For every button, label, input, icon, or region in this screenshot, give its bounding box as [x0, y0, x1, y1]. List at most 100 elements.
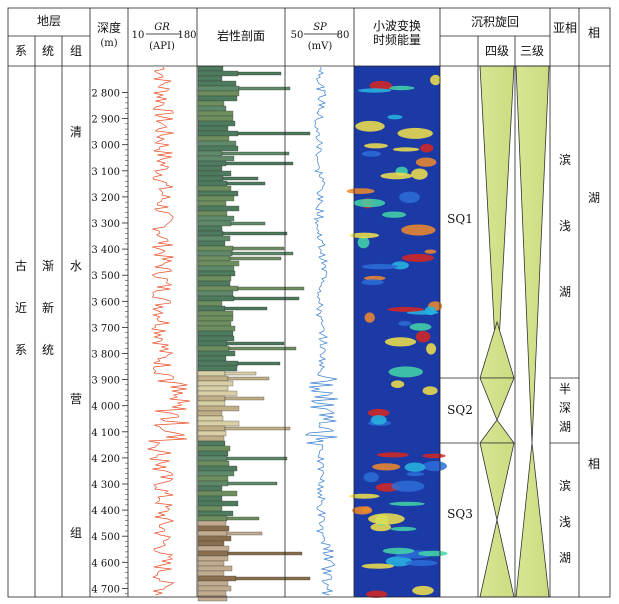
lithology-layer — [197, 505, 223, 512]
lithology-layer — [197, 470, 235, 477]
lithology-layer — [197, 415, 224, 422]
wavelet-energy-blob — [392, 147, 420, 152]
lithology-layer — [197, 530, 228, 537]
wavelet-energy-blob — [418, 550, 448, 557]
lithology-layer — [197, 460, 230, 467]
wavelet-energy-blob — [363, 275, 386, 281]
lithology-layer — [197, 525, 230, 532]
lithology-layer — [197, 145, 239, 152]
wavelet-energy-blob — [361, 563, 394, 569]
lithology-layer — [197, 175, 224, 182]
sp-log-curve — [304, 66, 338, 596]
wavelet-energy-blob — [357, 236, 370, 249]
wavelet-energy-blob — [405, 560, 438, 566]
lithology-layer — [197, 110, 234, 117]
sq3-wedge-a — [479, 442, 515, 521]
header-series: 统 — [42, 44, 54, 58]
lithology-layer — [197, 480, 229, 487]
lithology-layer — [197, 455, 228, 462]
lithology-layer — [197, 310, 234, 317]
lithology-layer — [197, 80, 237, 87]
header-fourth-order: 四级 — [485, 44, 509, 58]
wavelet-energy-blob — [367, 408, 390, 417]
wavelet-energy-blob — [346, 188, 375, 195]
lithology-layer — [197, 65, 224, 72]
lithology-layer — [197, 265, 235, 272]
lithology-layer — [197, 300, 223, 307]
sq1-transgressive-wedge — [479, 320, 515, 379]
lithology-layer — [197, 95, 238, 102]
lithology-layer — [197, 445, 231, 452]
lithology-bed — [232, 246, 285, 251]
formation-char-3: 营 — [70, 392, 82, 406]
header-depth: 深度 — [97, 20, 121, 35]
lithology-layer — [197, 245, 234, 252]
lithology-layer — [197, 590, 227, 597]
wavelet-energy-blob — [391, 380, 405, 389]
wavelet-energy-blob — [415, 157, 437, 167]
depth-tick-label: 3 100 — [91, 167, 120, 178]
lithology-layer — [197, 535, 232, 542]
lithology-layer — [197, 200, 227, 207]
wavelet-energy-blob — [355, 120, 385, 132]
lithology-layer — [197, 170, 232, 177]
depth-tick-label: 4 300 — [91, 480, 120, 491]
lithology-layer — [197, 90, 240, 97]
wavelet-energy-blob — [387, 306, 424, 312]
lithology-bed — [237, 361, 281, 366]
formation-char-1: 清 — [70, 125, 82, 139]
sequence-sq1: SQ1 — [447, 212, 473, 226]
lithology-layer — [197, 580, 229, 587]
facies-char-1: 湖 — [588, 190, 600, 205]
lithology-bed — [225, 161, 294, 166]
wavelet-energy-blob — [422, 461, 447, 472]
gr-label: GR — [154, 22, 170, 33]
lithology-layer — [197, 215, 235, 222]
sp-max: 80 — [337, 30, 350, 41]
lithology-layer — [197, 545, 230, 552]
lithology-layer — [197, 585, 232, 592]
lithology-layer — [197, 205, 240, 212]
lithology-layer — [197, 500, 239, 507]
depth-tick-label: 2 900 — [91, 115, 120, 126]
lithology-layer — [197, 305, 226, 312]
wavelet-energy-blob — [377, 452, 409, 458]
lithology-layer — [197, 100, 225, 107]
lithology-layer — [197, 180, 228, 187]
lithology-layer — [197, 235, 231, 242]
lithology-layer — [197, 420, 240, 427]
wavelet-energy-blob — [361, 263, 399, 270]
lithology-layer — [197, 135, 230, 142]
depth-tick-label: 4 400 — [91, 506, 120, 517]
lithology-layer — [197, 570, 225, 577]
subfacies-upper-3: 湖 — [559, 284, 571, 299]
lithology-layer — [197, 345, 230, 352]
header-wavelet-line1: 小波变换 — [373, 18, 421, 33]
lithology-layer — [197, 155, 235, 162]
wavelet-energy-blob — [430, 74, 441, 86]
lithology-bed — [226, 516, 260, 521]
third-order-wedge-lower — [515, 442, 550, 598]
lithology-layer — [197, 430, 227, 437]
lithology-bed — [226, 456, 288, 461]
lithology-bed — [222, 176, 259, 181]
lithology-layer — [197, 435, 225, 442]
lithology-layer — [197, 330, 234, 337]
lithology-layer — [197, 160, 227, 167]
lithology-layer — [197, 335, 235, 342]
third-order-wedge-upper — [515, 65, 550, 444]
wavelet-energy-blob — [389, 501, 425, 506]
depth-tick-label: 3 000 — [91, 141, 120, 152]
lithology-layer — [197, 190, 239, 197]
wavelet-energy-blob — [349, 232, 380, 239]
lithology-bed — [231, 251, 294, 256]
formation-char-2: 水 — [70, 259, 82, 273]
lithology-bed — [221, 151, 290, 156]
wavelet-energy-blob — [370, 415, 387, 425]
wavelet-energy-blob — [358, 88, 392, 93]
wavelet-energy-blob — [369, 80, 392, 91]
header-lithology: 岩性剖面 — [217, 28, 265, 43]
sq2-wedge-a — [479, 377, 515, 422]
wavelet-energy-blob — [385, 556, 413, 567]
header-depth-unit: (m) — [100, 38, 117, 49]
